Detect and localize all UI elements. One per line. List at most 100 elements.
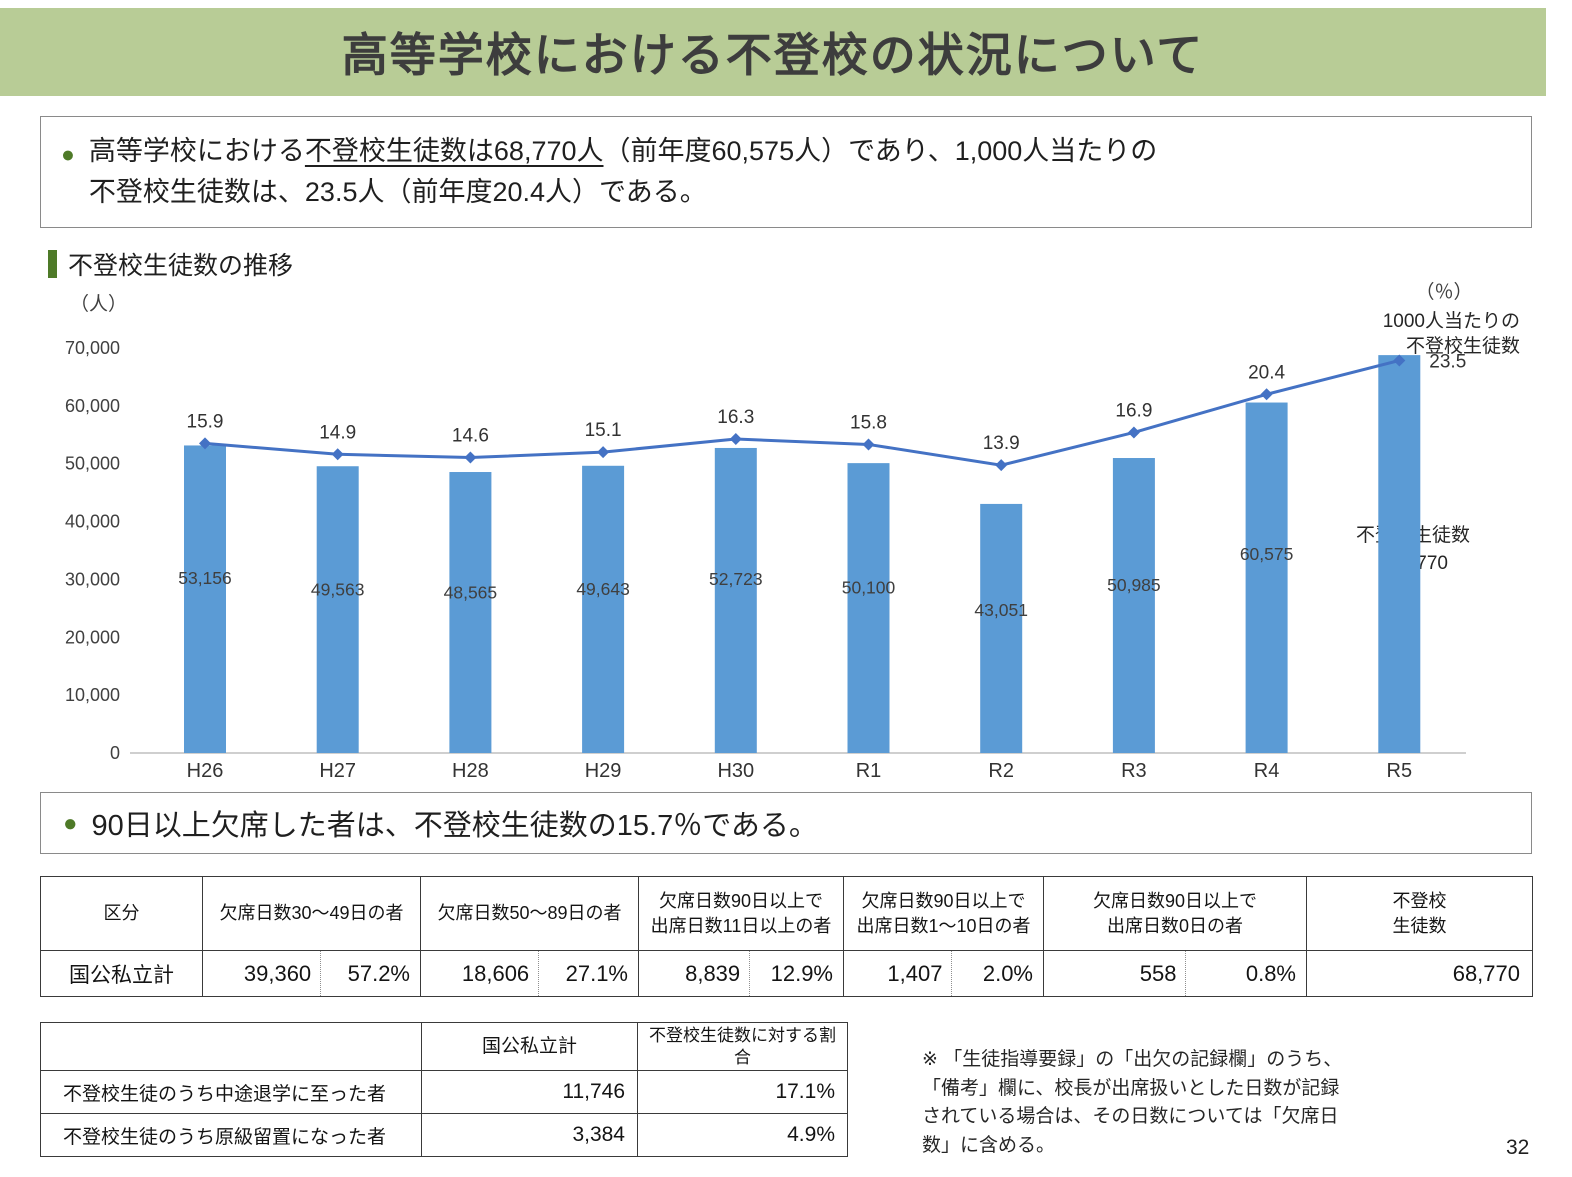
x-label-R2: R2: [988, 760, 1014, 782]
y-tick-label: 0: [110, 743, 120, 763]
line-marker-H30: [729, 433, 742, 445]
bar-label-R1: 50,100: [842, 578, 896, 598]
summary-box-90days: ● 90日以上欠席した者は、不登校生徒数の15.7％である。: [40, 792, 1532, 854]
bar-label-R4: 60,575: [1240, 544, 1294, 564]
summary-box-90days-text: 90日以上欠席した者は、不登校生徒数の15.7％である。: [91, 810, 818, 842]
bar-H28: [449, 472, 492, 753]
t1-header-90-attend0: 欠席日数90日以上で 出席日数0日の者: [1043, 876, 1307, 951]
summary-line1-pre: 高等学校における: [88, 136, 305, 166]
t2-header-row: 国公私立計 不登校生徒数に対する割合: [40, 1022, 848, 1071]
title-bar: 高等学校における不登校の状況について: [0, 8, 1546, 96]
t1-pct-90-attend0: 0.8%: [1185, 951, 1306, 996]
x-label-R1: R1: [856, 760, 882, 782]
t1-count-90-attend11: 8,839: [685, 960, 741, 986]
bar-label-R2: 43,051: [974, 600, 1028, 620]
bar-label-H29: 49,643: [576, 579, 630, 599]
bar-R5: [1378, 355, 1421, 753]
section-marker-bar: [48, 250, 57, 278]
absence-table-header-row: 区分 欠席日数30～49日の者 欠席日数50～89日の者 欠席日数90日以上で …: [40, 876, 1533, 951]
t2-dropout-ratio: 17.1%: [637, 1070, 848, 1114]
t1-count-30-49: 39,360: [243, 960, 312, 986]
t1-cell-90-attend1-10: 1,407 2.0%: [843, 950, 1044, 997]
line-marker-R1: [862, 438, 875, 451]
bar-H27: [316, 466, 359, 753]
y-tick-label: 10,000: [65, 685, 120, 705]
line-marker-R4: [1260, 388, 1273, 401]
x-label-R5: R5: [1387, 760, 1413, 782]
bar-R1: [847, 463, 890, 753]
bar-R3: [1112, 458, 1155, 753]
bar-label-H26: 53,156: [178, 568, 232, 588]
bar-H26: [184, 445, 226, 753]
bar-label-H27: 49,563: [311, 579, 365, 599]
line-marker-H27: [331, 448, 344, 461]
summary-box-top-text: 高等学校における不登校生徒数は68,770人（前年度60,575人）であり、1,…: [89, 131, 1157, 213]
line-label-R1: 15.8: [850, 412, 887, 433]
primary-axis-unit-label: （人）: [70, 293, 127, 315]
t1-header-90-attend11: 欠席日数90日以上で 出席日数11日以上の者: [638, 876, 844, 951]
line-marker-H26: [199, 437, 211, 450]
line-series-label: 1000人当たりの: [1383, 310, 1520, 332]
t2-row-retention: 不登校生徒のうち原級留置になった者 3,384 4.9%: [40, 1113, 848, 1157]
section-heading: 不登校生徒数の推移: [48, 246, 293, 282]
y-tick-label: 40,000: [65, 512, 120, 532]
bar-R4: [1245, 402, 1288, 753]
t2-retention-label: 不登校生徒のうち原級留置になった者: [40, 1113, 422, 1157]
t2-dropout-value: 11,746: [421, 1070, 638, 1114]
line-label-H29: 15.1: [585, 420, 622, 441]
bar-label-H28: 48,565: [444, 582, 498, 602]
summary-line1-underlined: 不登校生徒数は68,770人: [304, 136, 604, 166]
t1-count-50-89: 18,606: [461, 960, 530, 986]
t1-pct-90-attend11: 12.9%: [749, 951, 843, 996]
t1-cell-90-attend0: 558 0.8%: [1043, 950, 1307, 997]
page-title: 高等学校における不登校の状況について: [341, 29, 1205, 81]
x-label-H26: H26: [187, 760, 224, 782]
t1-cell-90-attend11: 8,839 12.9%: [638, 950, 844, 997]
x-label-R3: R3: [1121, 760, 1147, 782]
t1-total-value: 68,770: [1306, 950, 1533, 997]
line-label-R3: 16.9: [1115, 400, 1152, 421]
summary-line1-post: （前年度60,575人）であり、1,000人当たりの: [603, 136, 1158, 166]
line-marker-R3: [1127, 426, 1140, 439]
y-tick-label: 20,000: [65, 627, 120, 647]
line-series-label: 不登校生徒数: [1406, 335, 1520, 357]
line-marker-H28: [464, 451, 477, 464]
line-marker-H29: [597, 446, 610, 459]
t2-header-empty: [40, 1022, 422, 1071]
bullet-icon: ●: [63, 810, 78, 837]
t2-row-dropout: 不登校生徒のうち中途退学に至った者 11,746 17.1%: [40, 1070, 848, 1114]
t1-header-30-49: 欠席日数30～49日の者: [202, 876, 421, 951]
line-label-H26: 15.9: [187, 411, 224, 432]
line-label-H27: 14.9: [319, 422, 356, 443]
bar-label-H30: 52,723: [709, 569, 763, 589]
trend-line: [204, 359, 1400, 467]
t1-pct-90-attend1-10: 2.0%: [951, 951, 1043, 996]
page-number: 32: [1506, 1136, 1530, 1159]
bar-H30: [714, 447, 757, 753]
t2-retention-value: 3,384: [421, 1113, 638, 1157]
line-label-R2: 13.9: [983, 433, 1020, 454]
t2-retention-ratio: 4.9%: [637, 1113, 848, 1157]
t1-header-90-attend1-10: 欠席日数90日以上で 出席日数1～10日の者: [843, 876, 1044, 951]
line-label-R4: 20.4: [1248, 362, 1285, 383]
t1-pct-30-49: 57.2%: [320, 951, 420, 996]
t1-header-50-89: 欠席日数50～89日の者: [420, 876, 639, 951]
x-label-H27: H27: [319, 760, 356, 782]
bullet-icon: ●: [61, 141, 75, 167]
y-tick-label: 60,000: [65, 396, 120, 416]
summary-line-1: 高等学校における不登校生徒数は68,770人（前年度60,575人）であり、1,…: [89, 131, 1157, 172]
secondary-axis-unit-label: （％）: [1415, 281, 1472, 303]
t1-pct-50-89: 27.1%: [538, 951, 638, 996]
x-label-H30: H30: [717, 760, 754, 782]
y-tick-label: 50,000: [65, 454, 120, 474]
t1-header-total: 不登校 生徒数: [1306, 876, 1533, 951]
summary-line-2: 不登校生徒数は、23.5人（前年度20.4人）である。: [88, 176, 707, 207]
summary-box-top: ● 高等学校における不登校生徒数は68,770人（前年度60,575人）であり、…: [40, 116, 1532, 228]
footnote: ※ 「生徒指導要録」の「出欠の記録欄」のうち、「備考」欄に、校長が出席扱いとした…: [922, 1049, 1343, 1156]
y-tick-label: 30,000: [65, 569, 120, 589]
line-label-H28: 14.6: [452, 426, 489, 447]
x-label-H29: H29: [585, 760, 622, 782]
x-label-R4: R4: [1254, 760, 1280, 782]
bar-label-R3: 50,985: [1107, 575, 1161, 595]
